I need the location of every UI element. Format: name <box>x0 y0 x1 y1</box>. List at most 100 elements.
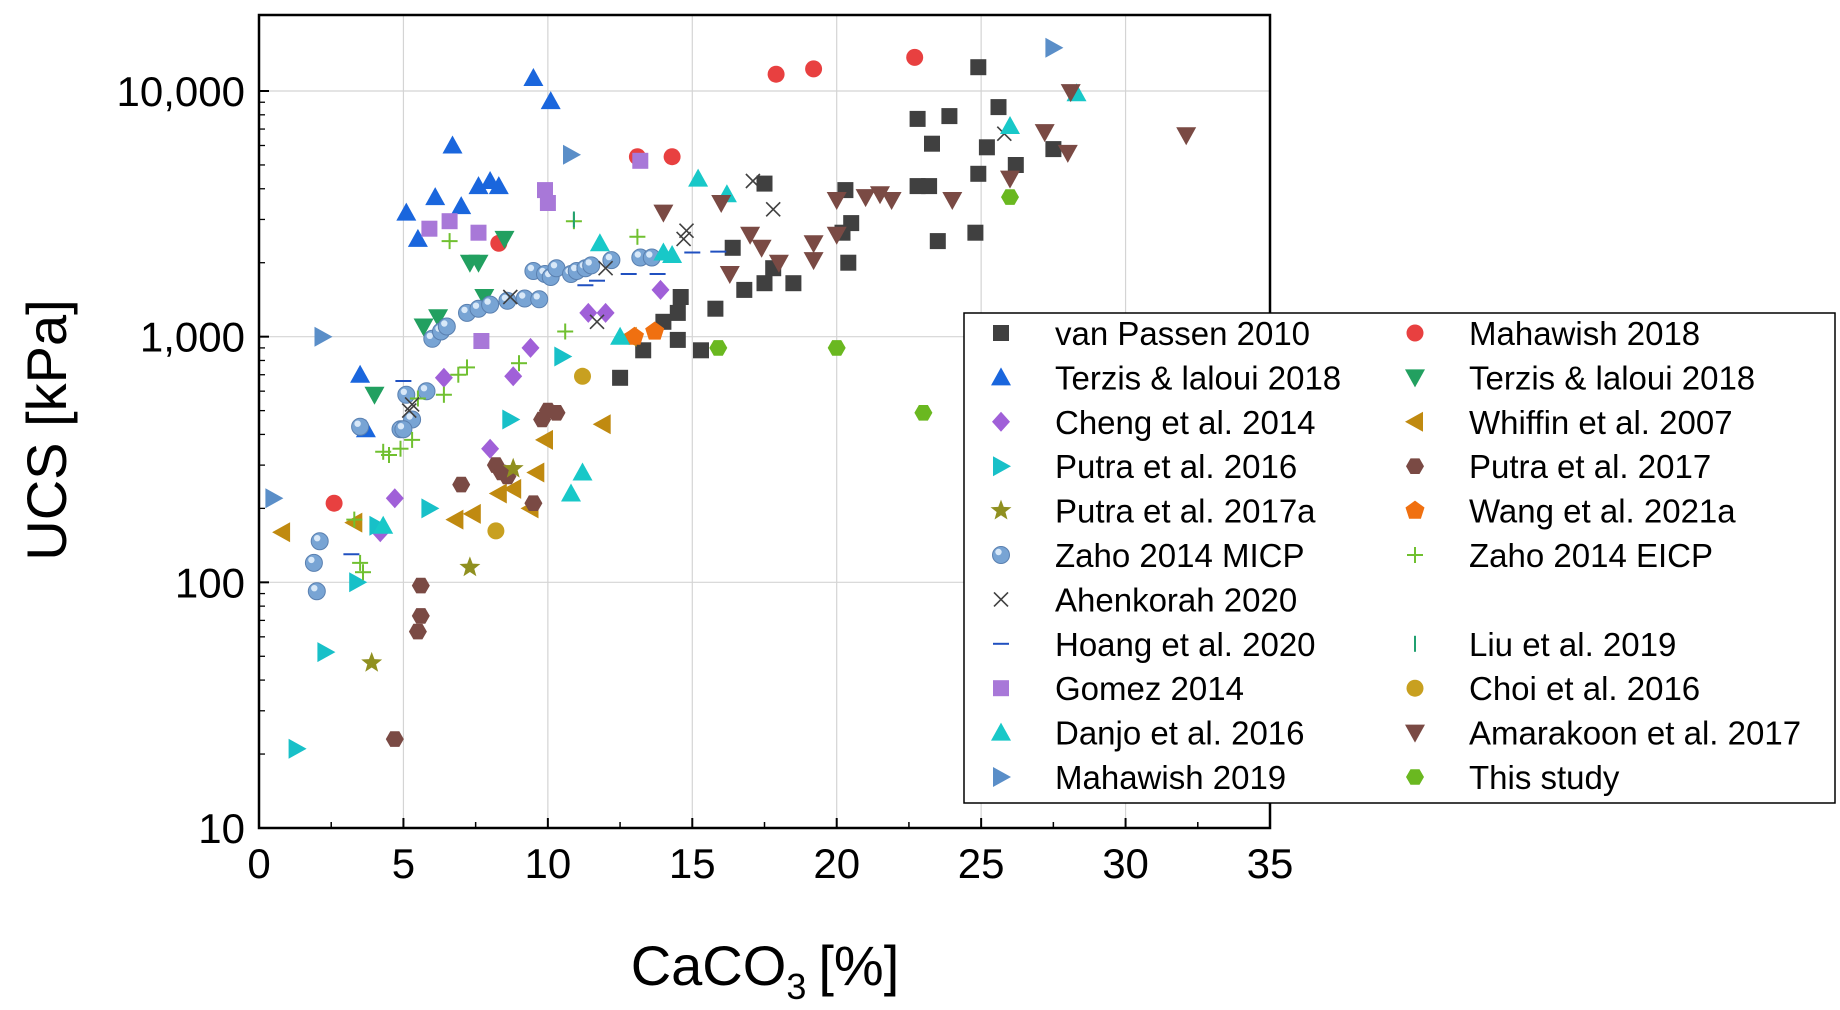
legend-label: This study <box>1469 759 1620 796</box>
data-point <box>314 326 333 347</box>
data-point <box>724 239 741 256</box>
data-point <box>663 148 681 166</box>
data-point <box>451 196 472 215</box>
legend-marker <box>1406 458 1424 474</box>
data-point <box>452 476 471 493</box>
data-point <box>539 195 556 211</box>
data-point <box>351 417 370 436</box>
legend-marker <box>1407 547 1423 563</box>
data-point <box>385 488 404 509</box>
legend-label: Ahenkorah 2020 <box>1055 581 1297 618</box>
data-point <box>397 385 416 404</box>
data-point <box>288 738 307 759</box>
data-point <box>629 228 646 245</box>
legend-marker <box>1406 769 1424 785</box>
y-tick-label: 10 <box>198 805 245 852</box>
data-point <box>688 168 709 187</box>
data-point <box>632 152 649 169</box>
legend-marker <box>1405 369 1425 388</box>
series-whiffin-et-al-2007 <box>272 326 637 543</box>
legend-label: Putra et al. 2017a <box>1055 493 1316 530</box>
data-point <box>826 192 847 210</box>
x-axis-title-main: CaCO <box>631 934 787 997</box>
series-mahawish-2018 <box>325 48 924 512</box>
legend-marker <box>1406 679 1424 697</box>
x-tick-label: 25 <box>958 840 1005 887</box>
data-point <box>503 478 522 499</box>
series-putra-et-al-2016 <box>288 346 573 759</box>
legend-marker <box>1405 500 1425 519</box>
data-point <box>421 220 438 237</box>
legend-label: Wang et al. 2021a <box>1469 493 1736 530</box>
data-point <box>481 295 500 314</box>
data-point <box>537 182 553 199</box>
data-point <box>470 224 487 241</box>
data-point <box>450 366 467 383</box>
data-point <box>826 226 847 245</box>
data-point <box>756 175 773 192</box>
data-point <box>396 202 417 221</box>
legend-label: Whiffin et al. 2007 <box>1469 404 1733 441</box>
data-point <box>589 314 605 330</box>
legend-marker <box>993 456 1011 477</box>
data-point <box>602 251 621 270</box>
data-point <box>767 65 785 83</box>
data-point <box>805 60 823 78</box>
legend-marker <box>992 546 1010 564</box>
data-point <box>441 213 458 230</box>
data-point <box>711 195 732 213</box>
series-choi-et-al-2016 <box>487 367 591 540</box>
data-point <box>967 224 984 241</box>
legend-label: Cheng et al. 2014 <box>1055 404 1316 441</box>
data-point <box>407 228 428 247</box>
legend-label: Gomez 2014 <box>1055 670 1244 707</box>
data-point <box>592 414 611 435</box>
data-point <box>978 139 995 156</box>
data-point <box>459 556 481 577</box>
data-point <box>381 447 397 463</box>
data-point <box>428 309 449 328</box>
data-point <box>468 176 489 195</box>
legend-label: Danjo et al. 2016 <box>1055 715 1305 752</box>
legend-marker <box>993 680 1009 697</box>
data-point <box>350 364 371 383</box>
legend-label: Terzis & laloui 2018 <box>1055 359 1341 396</box>
data-point <box>1057 144 1078 163</box>
legend-label: Liu et al. 2019 <box>1469 626 1676 663</box>
data-point <box>914 405 933 421</box>
data-point <box>574 367 591 385</box>
x-tick-label: 5 <box>392 840 415 887</box>
legend-marker <box>990 499 1012 520</box>
data-point <box>612 369 629 386</box>
x-axis-title: CaCO3 [%] <box>631 934 900 1007</box>
data-point <box>827 340 846 356</box>
y-axis-title: UCS [kPa] <box>15 299 78 560</box>
legend-label: Zaho 2014 EICP <box>1469 537 1713 574</box>
data-point <box>413 318 434 337</box>
x-tick-label: 0 <box>247 840 270 887</box>
series-gomez-2014 <box>421 152 649 349</box>
legend-marker <box>993 767 1011 787</box>
data-point <box>468 254 489 273</box>
x-tick-label: 15 <box>669 840 716 887</box>
data-point <box>437 317 456 336</box>
data-point <box>1045 37 1064 58</box>
data-point <box>404 431 421 448</box>
data-point <box>307 582 326 601</box>
data-point <box>924 135 940 152</box>
data-point <box>1000 116 1020 134</box>
data-point <box>540 91 561 110</box>
x-axis-title-subscript: 3 <box>786 966 806 1007</box>
data-point <box>408 623 427 640</box>
data-point <box>1045 141 1062 158</box>
data-point <box>921 178 938 195</box>
y-tick-label: 100 <box>175 559 245 606</box>
data-point <box>355 564 371 581</box>
data-point <box>349 572 368 593</box>
legend-label: Choi et al. 2016 <box>1469 670 1700 707</box>
legend-label: Zaho 2014 MICP <box>1055 537 1304 574</box>
data-point <box>502 457 524 478</box>
data-point <box>840 254 857 271</box>
y-tick-label: 1,000 <box>140 314 245 361</box>
data-point <box>530 290 549 309</box>
